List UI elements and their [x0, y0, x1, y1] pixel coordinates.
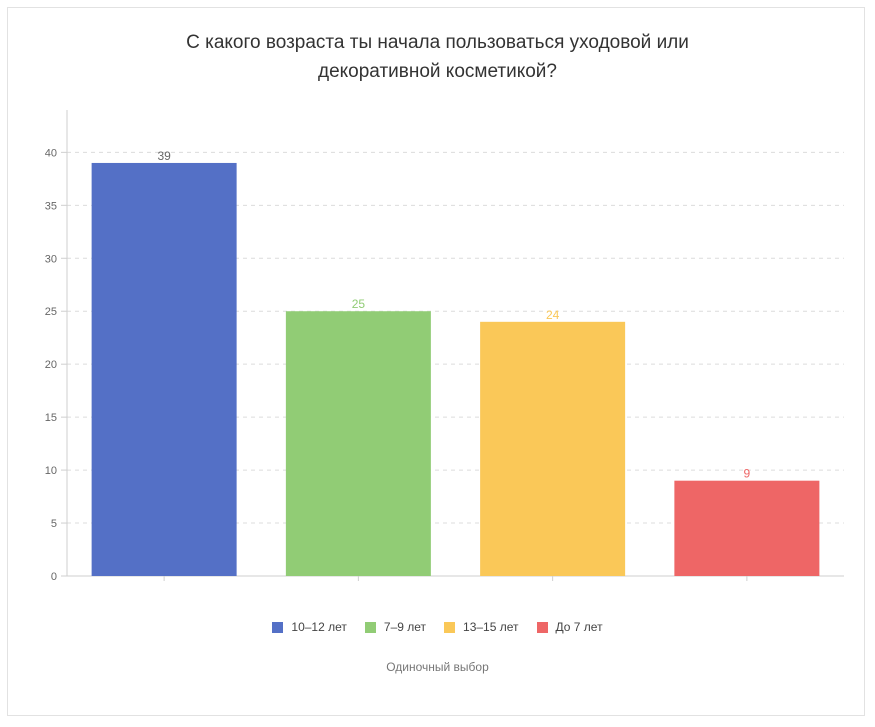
- legend-swatch-0: [272, 621, 284, 633]
- chart-title-line-2: декоративной косметикой?: [317, 61, 557, 82]
- legend-item-1[interactable]: 7–9 лет: [364, 620, 427, 634]
- chart-footnote: Одиночный выбор: [386, 660, 489, 674]
- data-label-2: 24: [546, 308, 560, 322]
- legend-swatch-2: [444, 621, 456, 633]
- chart-title: С какого возраста ты начала пользоваться…: [0, 28, 875, 86]
- chart-legend: 10–12 лет 7–9 лет 13–15 лет До 7 лет: [0, 620, 875, 634]
- legend-swatch-3: [536, 621, 548, 633]
- y-tick-label-4: 20: [45, 359, 57, 371]
- legend-item-0[interactable]: 10–12 лет: [272, 620, 347, 634]
- bar-1: [285, 311, 431, 576]
- data-label-3: 9: [744, 467, 751, 481]
- y-tick-label-0: 0: [51, 571, 57, 583]
- y-tick-label-3: 15: [45, 412, 57, 424]
- data-label-0: 39: [157, 149, 171, 163]
- data-label-1: 25: [352, 297, 366, 311]
- bar-2: [480, 321, 626, 576]
- y-tick-label-2: 10: [45, 465, 57, 477]
- legend-swatch-1: [364, 621, 376, 633]
- legend-label-0: 10–12 лет: [291, 620, 347, 634]
- legend-item-2[interactable]: 13–15 лет: [444, 620, 519, 634]
- bar-3: [674, 480, 820, 576]
- legend-label-1: 7–9 лет: [383, 620, 427, 634]
- chart-title-line-1: С какого возраста ты начала пользоваться…: [186, 32, 689, 53]
- legend-item-3[interactable]: До 7 лет: [536, 620, 603, 634]
- legend-label-3: До 7 лет: [555, 620, 603, 634]
- bar-0: [91, 162, 237, 577]
- y-tick-label-6: 30: [45, 253, 57, 265]
- y-tick-label-5: 25: [45, 306, 57, 318]
- y-tick-label-7: 35: [45, 200, 57, 212]
- y-tick-label-8: 40: [45, 147, 57, 159]
- legend-label-2: 13–15 лет: [463, 620, 519, 634]
- y-tick-label-1: 5: [51, 518, 57, 530]
